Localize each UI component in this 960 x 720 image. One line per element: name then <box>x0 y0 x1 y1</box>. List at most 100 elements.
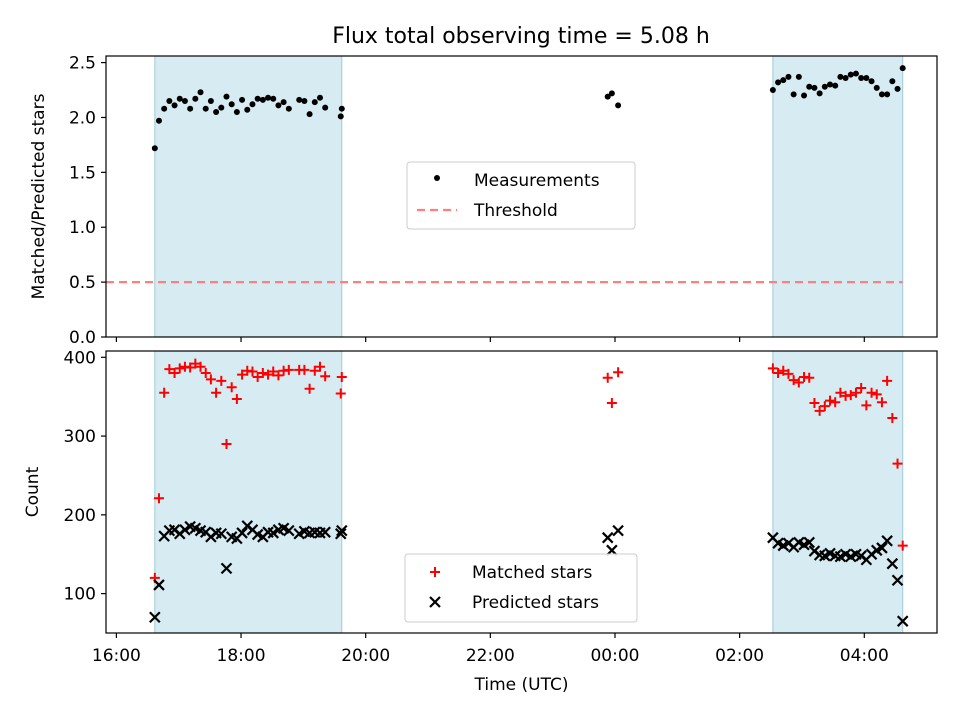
measurement-point <box>228 101 235 108</box>
axes-frame <box>105 350 938 634</box>
measurement-point <box>301 98 308 105</box>
matched-point <box>314 361 325 372</box>
matched-point <box>237 369 248 380</box>
measurement-point <box>615 102 622 109</box>
measurement-point <box>863 74 870 81</box>
measurement-point <box>322 104 329 111</box>
matched-point <box>835 387 846 398</box>
matched-point <box>783 368 794 379</box>
measurement-point <box>233 108 240 115</box>
matched-point <box>887 412 898 423</box>
shaded-interval-1 <box>154 56 342 337</box>
matched-point <box>856 383 867 394</box>
measurement-point <box>608 90 615 97</box>
matched-point <box>876 397 887 408</box>
measurement-point <box>155 117 162 124</box>
measurement-point <box>316 94 323 101</box>
y-tick-label: 1.5 <box>69 163 96 183</box>
measurement-point <box>889 78 896 85</box>
matched-point <box>335 388 346 399</box>
predicted-point <box>896 615 909 627</box>
x-tick-label: 00:00 <box>590 646 639 666</box>
matched-point <box>273 370 284 381</box>
legend-box <box>404 553 638 623</box>
measurement-point <box>847 71 854 78</box>
measurement-point <box>207 98 214 105</box>
matched-point <box>613 367 624 378</box>
matched-point <box>825 395 836 406</box>
matched-point <box>164 364 175 375</box>
predicted-point <box>881 535 893 547</box>
predicted-point <box>601 531 614 544</box>
matched-point <box>174 363 185 374</box>
measurement-point <box>873 84 880 91</box>
predicted-point <box>215 527 228 540</box>
measurement-point <box>775 79 782 86</box>
y-tick-label: 100 <box>64 585 96 605</box>
y-tick-label: 300 <box>64 427 96 447</box>
matched-point <box>299 364 310 375</box>
measurement-point <box>790 91 797 98</box>
matched-point <box>336 371 347 382</box>
matched-point <box>773 368 784 379</box>
x-tick-label: 04:00 <box>840 646 889 666</box>
predicted-point <box>612 524 624 537</box>
predicted-point <box>334 527 347 540</box>
measurement-point <box>202 105 209 112</box>
matched-point <box>153 493 164 504</box>
matched-point <box>788 375 799 386</box>
measurement-point <box>265 94 272 101</box>
measurement-point <box>218 104 225 111</box>
measurement-point <box>852 70 859 77</box>
legend-box <box>406 161 636 230</box>
matched-point <box>850 387 861 398</box>
ratio-panel: 0.0 0.5 1.0 1.5 2.0 2.5 Matched/Predicted star… <box>29 54 938 348</box>
matched-point <box>221 438 232 449</box>
predicted-point <box>220 562 233 575</box>
measurement-point <box>868 78 875 85</box>
legend-label: Matched stars <box>472 563 592 583</box>
matched-point <box>190 358 201 369</box>
x-tick-label: 18:00 <box>217 646 266 666</box>
y-tick-label: 0.5 <box>69 273 96 293</box>
measurement-point <box>894 85 901 92</box>
matched-point <box>778 365 789 376</box>
measurement-point <box>213 108 220 115</box>
measurement-point <box>899 65 906 72</box>
matched-point <box>866 387 877 398</box>
x-tick-label: 16:00 <box>92 646 141 666</box>
y-axis-label: Matched/Predicted stars <box>29 93 49 299</box>
matched-point <box>304 383 315 394</box>
matched-point <box>252 371 263 382</box>
matched-point <box>830 397 841 408</box>
matched-point <box>804 372 815 383</box>
x-tick-label: 02:00 <box>715 646 764 666</box>
predicted-point <box>283 524 295 537</box>
predicted-point <box>803 536 816 549</box>
measurement-point <box>338 105 345 112</box>
matched-point <box>897 540 908 551</box>
y-tick-label: 200 <box>64 506 96 526</box>
measurement-point <box>285 105 292 112</box>
measurement-point <box>176 95 183 102</box>
measurement-point <box>811 84 818 91</box>
measurement-point <box>244 106 251 113</box>
predicted-point <box>179 524 191 536</box>
matched-point <box>231 394 242 405</box>
measurement-point <box>858 74 865 81</box>
matched-point <box>882 375 893 386</box>
measurement-point <box>181 98 188 105</box>
measurement-point <box>166 98 173 105</box>
measurement-point <box>337 113 344 120</box>
matched-point <box>200 368 211 379</box>
matched-point <box>185 362 196 373</box>
measurement-point <box>801 92 808 99</box>
measurement-point <box>259 96 266 103</box>
matched-point <box>226 382 237 393</box>
measurement-point <box>280 99 287 106</box>
predicted-point <box>336 524 348 537</box>
matched-point <box>211 387 222 398</box>
predicted-point <box>886 557 899 570</box>
matched-point <box>320 371 331 382</box>
